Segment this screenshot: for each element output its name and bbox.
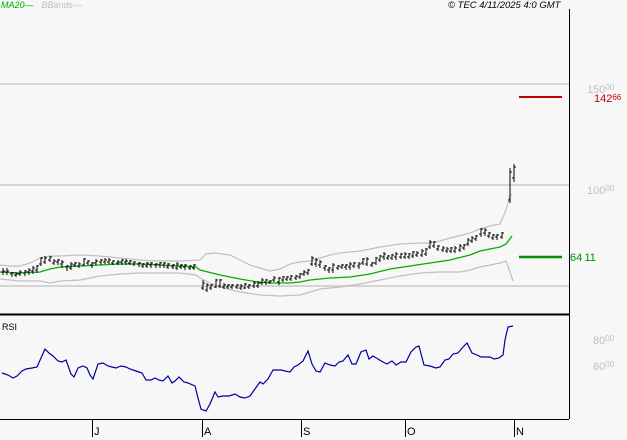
x-label-J: J <box>94 426 100 438</box>
price-tick-100: 10000 <box>587 184 615 197</box>
x-label-O: O <box>407 426 416 438</box>
legend-bbands: BBands— <box>41 0 83 10</box>
rsi-tick-60: 6000 <box>593 360 615 373</box>
bband-upper <box>0 193 513 272</box>
legend-ma20: MA20— <box>1 0 34 10</box>
x-label-S: S <box>303 426 311 438</box>
bband-lower <box>0 260 514 297</box>
copyright-timestamp: © TEC 4/11/2025 4:0 GMT <box>448 0 561 11</box>
x-label-A: A <box>204 426 212 438</box>
support-label: 64 11 <box>570 252 596 264</box>
rsi-title: RSI <box>2 322 18 332</box>
rsi-tick-80: 8000 <box>593 334 615 347</box>
resistance-label: 14266 <box>594 93 622 105</box>
x-label-N: N <box>516 426 524 438</box>
price-tick-150: 15000 <box>587 83 615 96</box>
chart-legend: MA20— BBands— <box>1 0 82 10</box>
price-bars <box>1 164 516 292</box>
ma20-line <box>0 235 513 284</box>
rsi-line <box>1 325 514 412</box>
